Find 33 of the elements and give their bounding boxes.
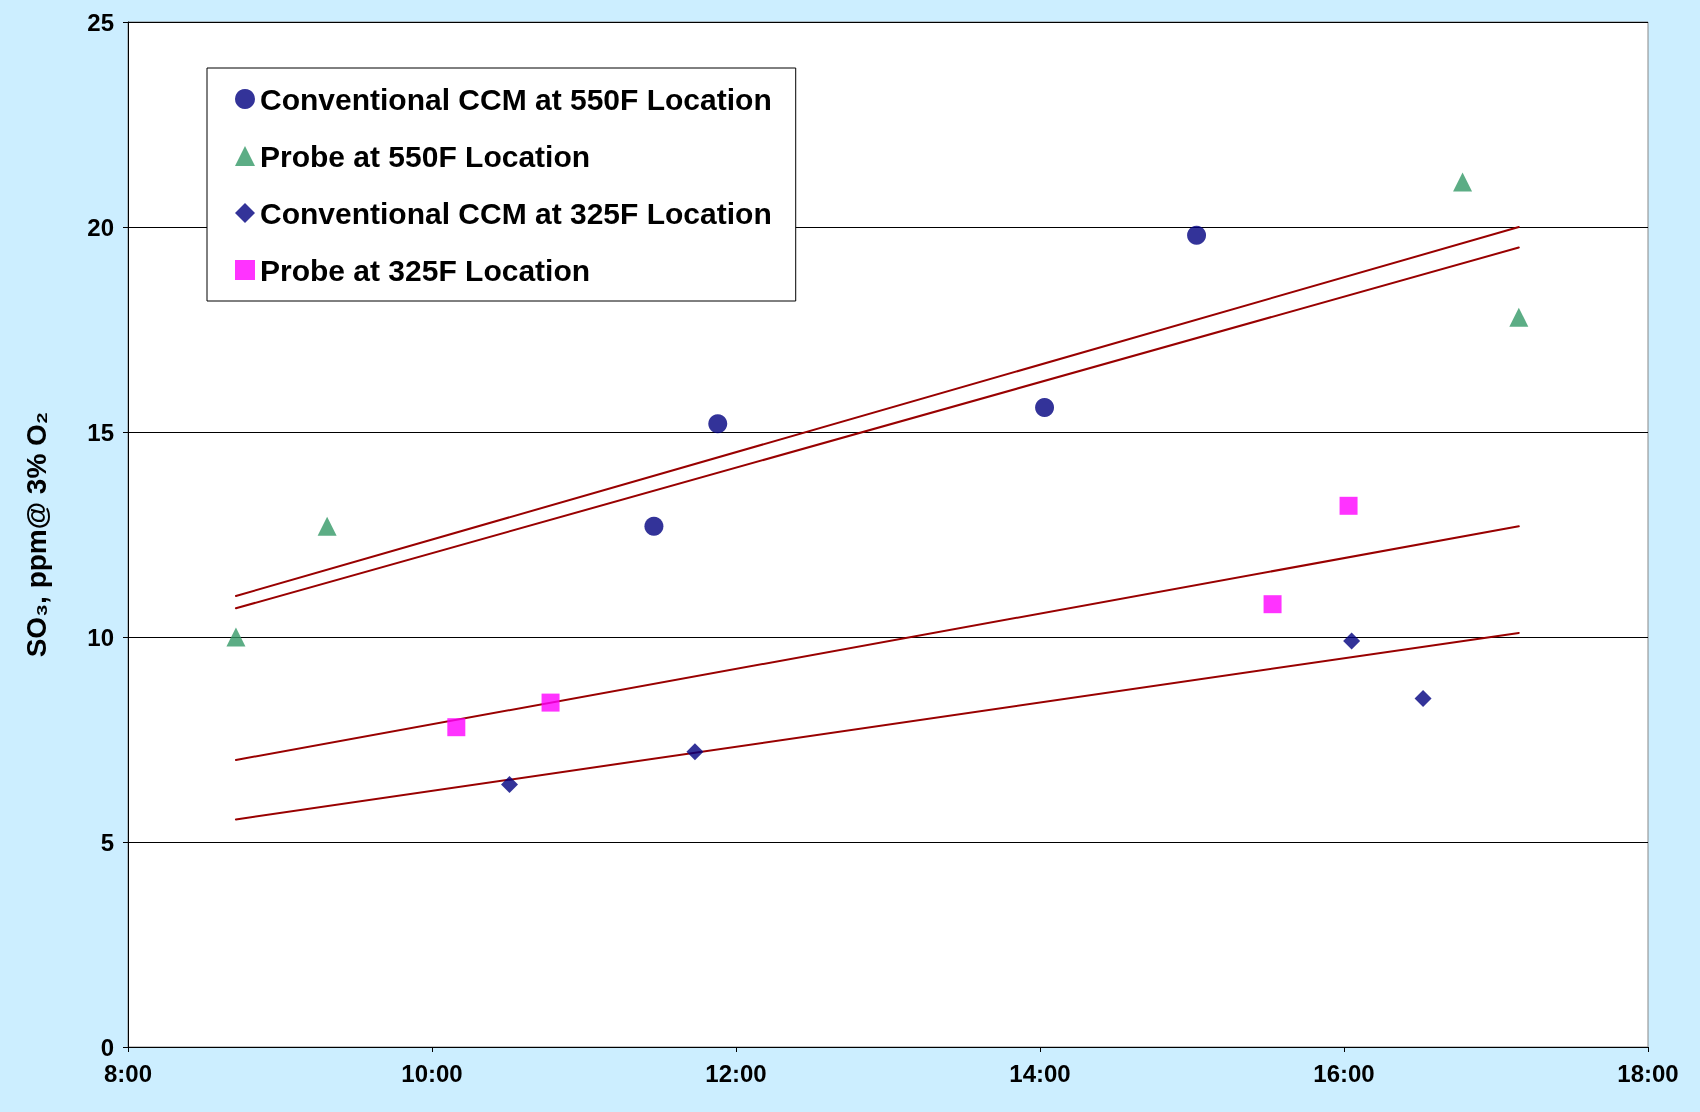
x-tick-label: 16:00 xyxy=(1313,1059,1375,1087)
y-tick-label: 5 xyxy=(100,828,114,856)
legend-label: Conventional CCM at 325F Location xyxy=(260,196,772,230)
point xyxy=(447,718,466,737)
point xyxy=(686,743,704,761)
legend-label: Probe at 325F Location xyxy=(260,253,591,287)
x-tick-label: 8:00 xyxy=(103,1059,153,1087)
x-tick-label: 12:00 xyxy=(705,1059,767,1087)
point xyxy=(1414,690,1432,707)
y-tick-label: 10 xyxy=(87,623,114,651)
y-tick-label: 25 xyxy=(87,8,114,36)
y-axis-title: SO₃, ppm@ 3% O₂ xyxy=(20,411,52,658)
point xyxy=(501,776,519,794)
y-tick-label: 0 xyxy=(100,1033,114,1061)
point xyxy=(226,627,246,647)
legend-label: Conventional CCM at 550F Location xyxy=(260,82,772,116)
point xyxy=(541,693,560,712)
point xyxy=(1035,397,1055,417)
legend-label: Probe at 550F Location xyxy=(260,139,591,173)
x-tick-label: 14:00 xyxy=(1009,1059,1071,1087)
point xyxy=(1343,632,1361,650)
point xyxy=(317,516,337,536)
y-tick-label: 15 xyxy=(87,418,114,446)
point xyxy=(708,414,728,434)
point xyxy=(1263,595,1282,614)
point xyxy=(1509,307,1529,327)
point xyxy=(1453,172,1473,192)
x-tick-label: 10:00 xyxy=(401,1059,463,1087)
point xyxy=(644,516,664,536)
y-tick-label: 20 xyxy=(87,213,114,241)
point xyxy=(1187,225,1207,245)
point xyxy=(1339,496,1358,515)
x-tick-label: 18:00 xyxy=(1617,1059,1679,1087)
